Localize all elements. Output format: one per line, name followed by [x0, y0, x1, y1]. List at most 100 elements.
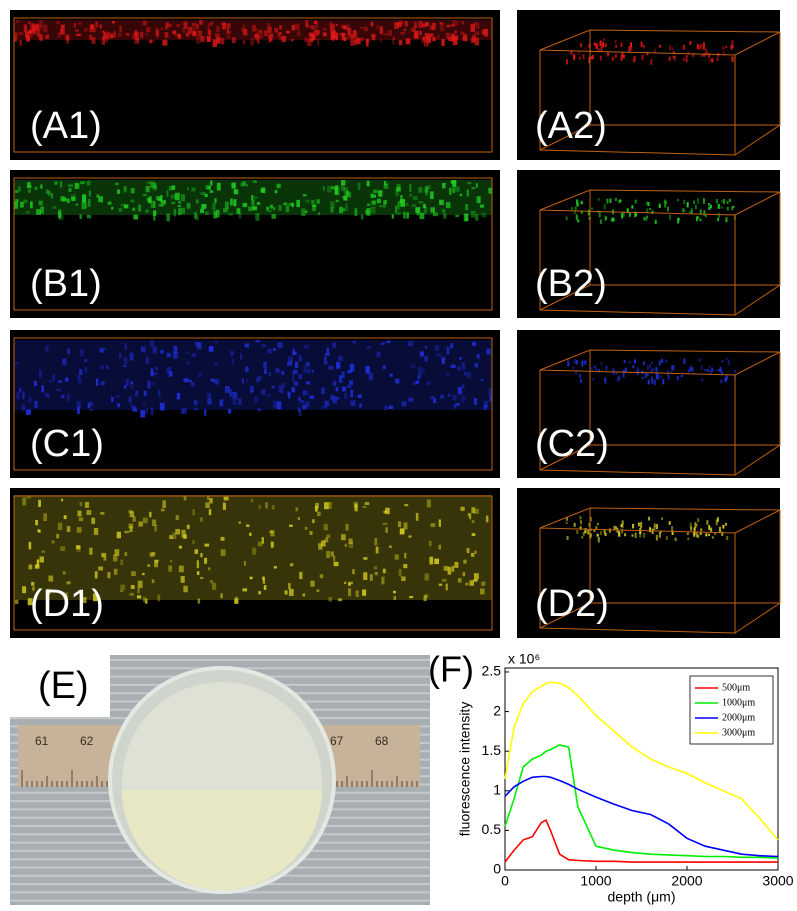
speckle: [183, 534, 187, 539]
speckle: [311, 370, 314, 373]
speckle: [120, 589, 124, 593]
y-tick-label: 2: [493, 702, 501, 718]
exponent-label: x 10⁶: [508, 651, 540, 667]
speckle: [63, 515, 67, 520]
speckle: [73, 23, 76, 28]
speckle: [392, 37, 395, 45]
speckle: [356, 37, 361, 44]
speckle: [649, 527, 652, 533]
speckle: [197, 373, 202, 378]
speckle: [242, 588, 248, 592]
speckle: [411, 364, 416, 369]
speckle: [708, 206, 711, 211]
speckle: [643, 217, 646, 221]
speckle: [80, 181, 85, 185]
speckle: [100, 365, 104, 370]
speckle: [130, 584, 135, 589]
speckle: [305, 362, 310, 367]
speckle: [172, 532, 177, 539]
speckle: [620, 54, 623, 61]
speckle: [623, 360, 626, 364]
speckle: [653, 379, 656, 386]
speckle: [414, 21, 417, 28]
speckle: [128, 523, 134, 529]
speckle: [222, 502, 226, 510]
speckle: [419, 30, 422, 35]
speckle: [257, 408, 262, 411]
speckle: [366, 208, 371, 216]
speckle: [371, 200, 376, 205]
speckle: [373, 190, 376, 194]
speckle: [462, 572, 466, 577]
speckle: [580, 210, 583, 214]
speckle: [672, 364, 675, 371]
speckle: [99, 348, 104, 353]
speckle: [577, 219, 580, 223]
speckle: [89, 24, 95, 30]
speckle: [424, 573, 429, 581]
y-tick-label: 0: [493, 861, 501, 877]
speckle: [263, 585, 267, 590]
speckle: [66, 198, 70, 204]
speckle: [32, 28, 37, 35]
speckle: [464, 203, 469, 211]
speckle: [716, 517, 719, 522]
speckle: [599, 55, 602, 61]
speckle: [726, 200, 729, 205]
speckle: [471, 507, 476, 514]
panel-label: (E): [38, 665, 89, 707]
speckle: [155, 28, 159, 37]
speckle: [488, 387, 492, 396]
speckle: [96, 194, 100, 198]
speckle: [329, 21, 333, 30]
speckle: [412, 195, 418, 201]
speckle: [38, 369, 42, 378]
speckle: [653, 525, 656, 531]
speckle: [705, 533, 708, 537]
speckle: [221, 22, 226, 25]
speckle: [593, 529, 596, 532]
speckle: [192, 540, 195, 545]
speckle: [140, 409, 146, 418]
speckle: [691, 367, 694, 372]
speckle: [23, 24, 28, 33]
speckle: [346, 384, 352, 389]
speckle: [373, 189, 378, 193]
speckle: [304, 345, 309, 349]
speckle: [172, 30, 177, 35]
speckle: [637, 522, 640, 527]
speckle: [330, 394, 334, 401]
speckle: [721, 200, 724, 203]
speckle: [89, 34, 93, 40]
speckle: [658, 531, 661, 538]
speckle: [220, 593, 223, 599]
speckle: [302, 390, 307, 396]
speckle: [646, 52, 649, 56]
speckle: [709, 370, 712, 375]
speckle: [699, 218, 702, 222]
speckle: [86, 510, 92, 515]
speckle: [240, 183, 244, 187]
speckle: [250, 498, 254, 503]
speckle: [355, 590, 359, 597]
speckle: [398, 39, 403, 46]
speckle: [165, 25, 168, 31]
speckle: [344, 392, 348, 400]
speckle: [485, 515, 489, 523]
speckle: [722, 50, 725, 57]
speckle: [723, 199, 726, 204]
speckle: [344, 543, 347, 548]
speckle: [424, 33, 430, 37]
speckle: [397, 22, 402, 28]
speckle: [699, 209, 702, 215]
speckle: [647, 202, 650, 207]
speckle: [718, 526, 721, 533]
speckle: [376, 351, 380, 358]
speckle: [274, 190, 278, 194]
speckle: [28, 541, 32, 550]
speckle: [722, 525, 725, 528]
speckle: [133, 214, 139, 220]
speckle: [129, 592, 134, 596]
speckle: [242, 24, 246, 27]
speckle: [132, 207, 136, 211]
